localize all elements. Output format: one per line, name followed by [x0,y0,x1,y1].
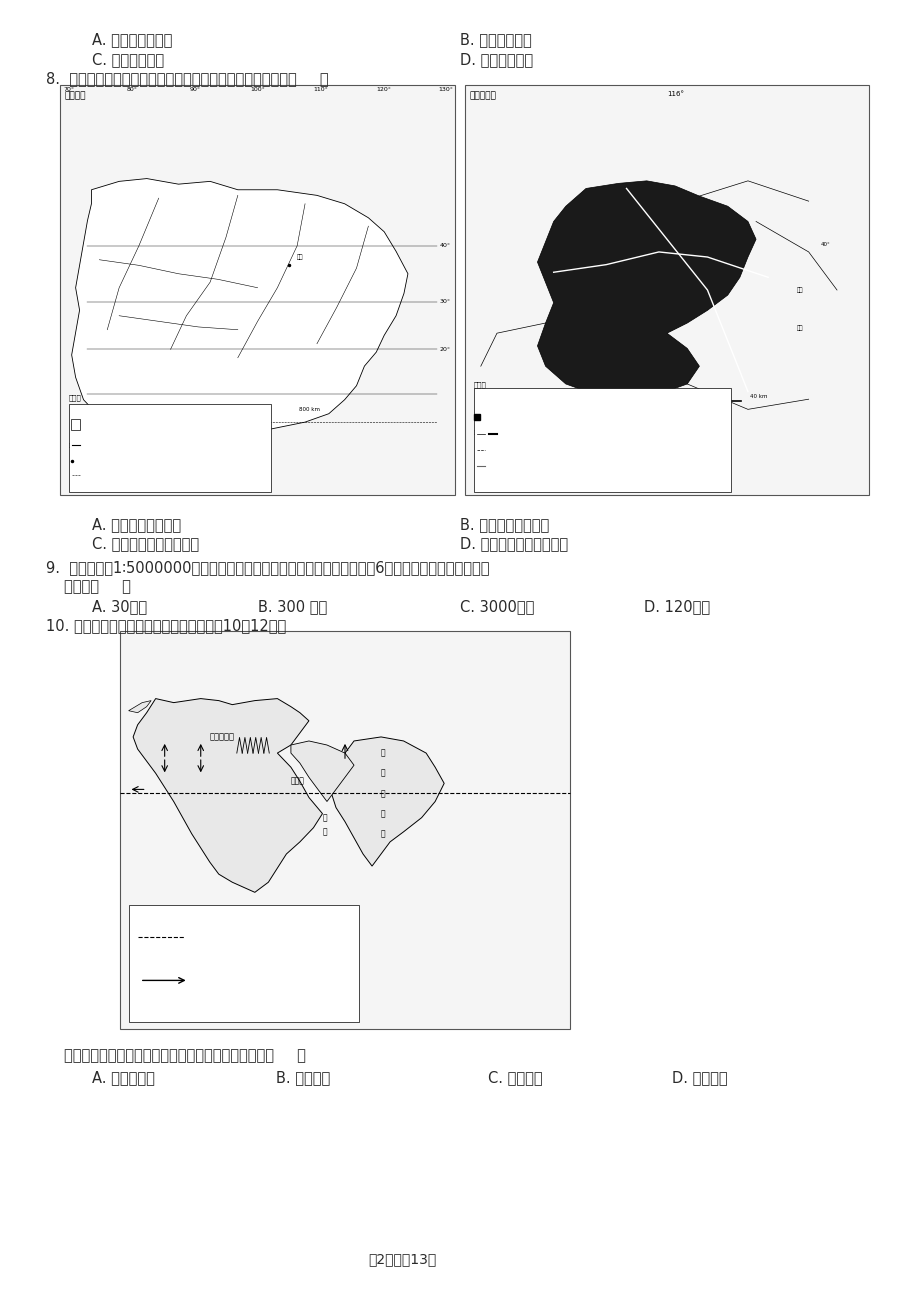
Text: 中国地图: 中国地图 [64,91,85,100]
Text: 1：8000万: 1：8000万 [69,424,96,430]
Polygon shape [72,178,407,441]
Text: 图 例: 图 例 [475,391,483,396]
Text: 40 km: 40 km [749,395,766,400]
Text: 100°: 100° [250,87,265,92]
Text: 70°: 70° [63,87,74,92]
Polygon shape [133,699,323,892]
Text: A. 中国地图比例尺大: A. 中国地图比例尺大 [92,517,181,533]
Bar [473,388,731,492]
Text: 运河: 运河 [486,464,492,469]
Bar [71,419,80,430]
Text: C. 3000千米: C. 3000千米 [460,599,534,615]
Text: 图上1cm代表实地距离40km: 图上1cm代表实地距离40km [473,430,521,435]
Bar [129,905,358,1022]
Text: 0: 0 [187,408,190,413]
Polygon shape [129,700,151,712]
Text: 板块边界: 板块边界 [193,934,211,943]
Text: 阿: 阿 [380,749,385,758]
Text: B. 板块内部: B. 板块内部 [276,1070,330,1086]
Text: 未定国界: 未定国界 [82,474,94,479]
Text: 省界: 省界 [486,448,492,453]
Text: 图 例: 图 例 [71,406,79,411]
Text: ■ 界: ■ 界 [82,441,91,447]
Bar [69,404,271,492]
Text: 北京市地图在中
国地图上的位置: 北京市地图在中 国地图上的位置 [82,422,102,432]
Text: 板块运动方向: 板块运动方向 [193,976,221,986]
Text: 116°: 116° [666,91,683,98]
Text: 半: 半 [380,809,385,818]
Text: 1：400万: 1：400万 [473,411,496,417]
Bar [60,85,455,495]
Text: 20°: 20° [439,346,450,352]
Text: 伯: 伯 [380,789,385,798]
Text: 岛: 岛 [380,829,385,838]
Text: B. 三亚市政区图: B. 三亚市政区图 [460,33,531,48]
Text: 130°: 130° [438,87,453,92]
Text: 北京: 北京 [297,254,303,260]
Text: ◄  机场、跑道: ◄ 机场、跑道 [620,427,641,432]
Text: 长城: 长城 [499,431,505,436]
Text: A. 板块交界处: A. 板块交界处 [92,1070,154,1086]
Text: 120°: 120° [376,87,391,92]
Text: D. 大洋中部: D. 大洋中部 [671,1070,726,1086]
Text: 海: 海 [323,827,327,836]
Polygon shape [331,737,444,866]
Text: ——长界: ——长界 [620,411,636,417]
Text: 廊南: 廊南 [796,326,802,331]
Text: 第2页，共13页: 第2页，共13页 [368,1253,436,1267]
Text: 城区: 城区 [488,411,494,417]
Text: C. 大陆内部: C. 大陆内部 [487,1070,541,1086]
Text: 8.  两幅图幅相同的中国地图和北京地图，以下说法正确的是（     ）: 8. 两幅图幅相同的中国地图和北京地图，以下说法正确的是（ ） [46,72,328,87]
Text: C. 三亚市地形图: C. 三亚市地形图 [92,52,164,68]
Text: 90°: 90° [189,87,200,92]
Text: B. 北京地图内容详细: B. 北京地图内容详细 [460,517,549,533]
Text: 110°: 110° [312,87,327,92]
Text: 30°: 30° [439,299,450,305]
Text: 800 km: 800 km [299,408,320,413]
Text: A. 三亚市旅游地图: A. 三亚市旅游地图 [92,33,172,48]
Polygon shape [290,741,354,802]
Text: 地中海: 地中海 [290,777,304,786]
Text: 板块构造学说认为，世界上的火山、地震大多发生在（     ）: 板块构造学说认为，世界上的火山、地震大多发生在（ ） [64,1048,306,1064]
Text: B. 300 千米: B. 300 千米 [257,599,326,615]
Text: 10. 读世界部分地区板块运动示意图，完成10～12题。: 10. 读世界部分地区板块运动示意图，完成10～12题。 [46,618,286,634]
Text: 比例尺: 比例尺 [473,381,486,388]
Bar [464,85,868,495]
Text: 阿尔卑斯山: 阿尔卑斯山 [210,733,234,741]
Text: 0: 0 [655,395,659,400]
Text: 80°: 80° [126,87,137,92]
Text: 红: 红 [323,814,327,822]
Text: 40°: 40° [820,242,830,247]
Text: 北京市地图: 北京市地图 [469,91,495,100]
Text: 首都: 首都 [82,458,87,464]
Text: 比例尺: 比例尺 [69,395,82,401]
Bar [119,631,570,1029]
Text: 拉: 拉 [380,768,385,777]
Text: 天津: 天津 [796,288,802,293]
Text: 40°: 40° [439,243,450,249]
Text: A. 30千米: A. 30千米 [92,599,147,615]
Text: D. 三亚市交通图: D. 三亚市交通图 [460,52,532,68]
Polygon shape [537,181,755,400]
Text: D. 120千米: D. 120千米 [643,599,709,615]
Text: C. 中国地图表示的范围小: C. 中国地图表示的范围小 [92,536,199,552]
Text: 离约为（     ）: 离约为（ ） [64,579,131,595]
Text: 9.  在比例尺为1∶5000000的地图上，福建厦门到台湾高雄的图上距离约为6厘米，厦门和高雄的实地距: 9. 在比例尺为1∶5000000的地图上，福建厦门到台湾高雄的图上距离约为6厘… [46,560,489,575]
Text: 图上1cm代表实地距离600km: 图上1cm代表实地距离600km [69,443,119,448]
Text: D. 两幅地图的比例尺相同: D. 两幅地图的比例尺相同 [460,536,568,552]
